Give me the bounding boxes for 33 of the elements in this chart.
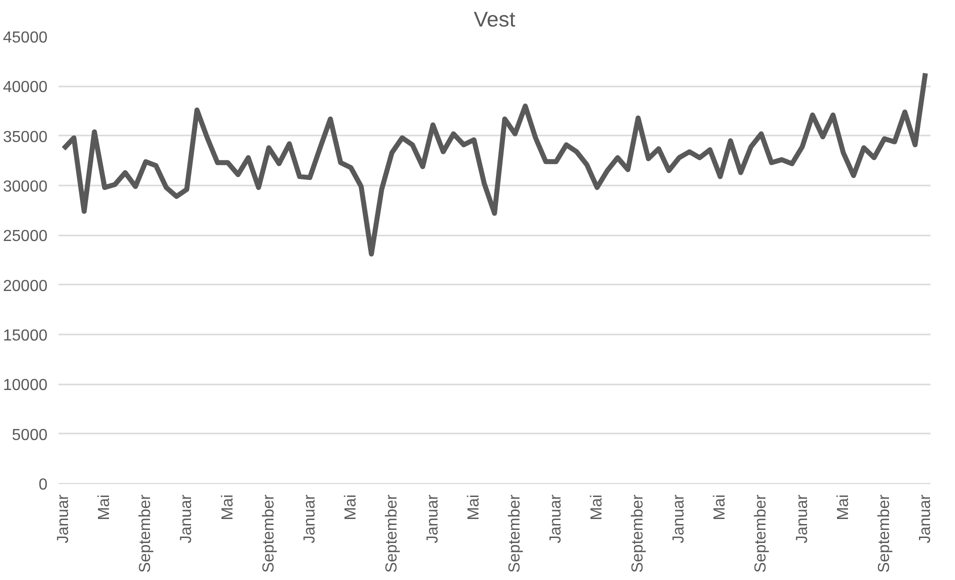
x-tick-label: Januar <box>424 494 442 544</box>
x-tick-label: September <box>630 494 647 573</box>
chart-title: Vest <box>474 8 516 32</box>
y-tick-label: 10000 <box>3 377 48 394</box>
x-tick-label: Mai <box>465 494 482 520</box>
x-tick-label: Januar <box>794 494 811 544</box>
x-tick-label: Mai <box>588 494 606 520</box>
y-tick-label: 0 <box>38 476 48 494</box>
x-tick-label: Mai <box>219 494 236 520</box>
y-tick-label: 35000 <box>3 128 48 146</box>
y-tick-label: 45000 <box>3 30 48 46</box>
y-tick-label: 25000 <box>3 228 48 246</box>
y-tick-label: 40000 <box>3 79 48 96</box>
x-tick-label: Januar <box>55 494 72 544</box>
x-tick-label: September <box>383 494 400 573</box>
y-tick-label: 15000 <box>3 328 48 344</box>
x-tick-label: Januar <box>178 494 196 544</box>
x-tick-label: September <box>137 494 154 573</box>
x-tick-label: September <box>876 494 893 573</box>
x-tick-label: Mai <box>834 494 852 520</box>
y-tick-label: 20000 <box>3 278 48 295</box>
x-tick-label: Januar <box>301 494 318 544</box>
x-tick-label: Mai <box>96 494 114 520</box>
x-tick-label: Januar <box>916 494 934 544</box>
y-tick-label: 30000 <box>3 178 48 196</box>
x-tick-label: September <box>506 494 524 573</box>
x-tick-label: Januar <box>670 494 688 544</box>
x-tick-label: Mai <box>712 494 729 520</box>
x-tick-label: September <box>260 494 278 573</box>
x-tick-label: Januar <box>548 494 565 544</box>
x-tick-label: September <box>752 494 770 573</box>
y-tick-label: 5000 <box>12 426 48 444</box>
x-tick-label: Mai <box>342 494 360 520</box>
